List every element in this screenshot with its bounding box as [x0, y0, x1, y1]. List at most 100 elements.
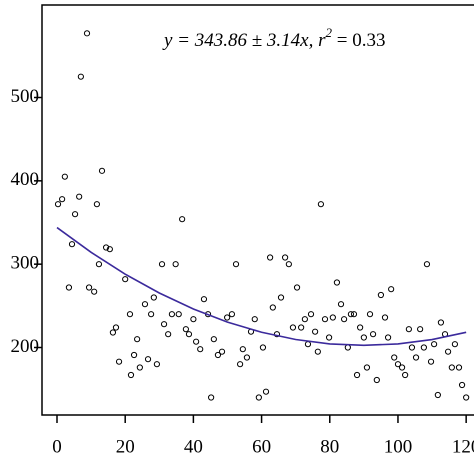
point — [208, 394, 215, 401]
y-tick-label: 400 — [11, 169, 40, 190]
point — [333, 279, 341, 286]
point — [262, 388, 270, 395]
point — [347, 311, 355, 318]
point — [175, 311, 182, 318]
point — [384, 334, 392, 341]
point — [448, 364, 455, 371]
fit-line — [56, 226, 467, 347]
point — [148, 311, 155, 318]
point — [158, 261, 166, 268]
point — [144, 356, 152, 363]
point — [293, 284, 301, 291]
point — [282, 254, 289, 261]
point — [106, 246, 113, 253]
point — [337, 301, 345, 308]
point — [210, 336, 217, 343]
point — [232, 261, 240, 268]
point — [391, 354, 398, 361]
point — [136, 364, 143, 371]
point — [366, 311, 374, 318]
point — [329, 314, 336, 321]
point — [458, 381, 466, 389]
x-tick-label: 60 — [252, 436, 271, 457]
plot-frame — [41, 4, 474, 416]
point — [251, 316, 258, 323]
point — [193, 338, 200, 345]
point — [168, 311, 176, 318]
x-tick-label: 20 — [116, 436, 135, 457]
point — [228, 311, 236, 318]
point — [126, 311, 134, 318]
point — [243, 354, 251, 361]
point — [388, 286, 395, 293]
point — [360, 334, 367, 341]
point — [312, 328, 319, 335]
point — [91, 288, 98, 295]
annotation: y = 343.86 ± 3.14x, r2 = 0.33 — [162, 25, 385, 51]
point — [109, 329, 117, 336]
point — [115, 358, 123, 365]
point — [325, 334, 333, 341]
point — [98, 167, 106, 174]
point — [236, 361, 244, 368]
annotation-text: y = 343.86 ± 3.14x, r — [162, 30, 326, 51]
point — [408, 344, 416, 351]
point — [321, 316, 329, 323]
point — [224, 314, 231, 321]
point — [463, 394, 470, 401]
point — [218, 348, 226, 355]
point — [269, 304, 276, 311]
y-tick-label: 300 — [11, 253, 40, 274]
point — [423, 261, 431, 268]
point — [95, 261, 103, 268]
x-tick-label: 0 — [52, 436, 62, 457]
point — [150, 294, 157, 301]
point — [381, 314, 389, 321]
point — [127, 371, 135, 379]
x-tick-label: 100 — [384, 436, 413, 457]
point — [350, 311, 358, 318]
point — [398, 364, 406, 371]
point — [153, 361, 161, 368]
point — [103, 244, 110, 251]
point — [141, 301, 149, 308]
annotation-tail: = 0.33 — [332, 30, 385, 51]
point — [179, 216, 186, 223]
point — [405, 326, 412, 333]
point — [190, 316, 197, 323]
point — [255, 394, 262, 401]
point — [434, 391, 441, 399]
point — [93, 201, 100, 208]
point — [417, 326, 424, 333]
point — [54, 201, 62, 208]
point — [437, 319, 445, 326]
point — [431, 341, 438, 348]
point — [185, 331, 193, 338]
point — [160, 321, 168, 328]
point — [112, 324, 120, 331]
point — [172, 261, 179, 268]
point — [214, 351, 222, 359]
point — [85, 284, 93, 291]
point — [301, 316, 308, 323]
point — [344, 344, 351, 351]
point — [134, 336, 141, 343]
y-tick-label: 200 — [11, 336, 40, 357]
point — [71, 211, 79, 218]
point — [444, 348, 452, 355]
point — [267, 254, 274, 261]
point — [340, 316, 348, 323]
point — [61, 173, 68, 180]
point — [277, 294, 285, 301]
point — [420, 344, 427, 351]
point — [239, 346, 246, 353]
point — [130, 351, 138, 359]
point — [402, 371, 409, 379]
annotation-exponent: 2 — [326, 25, 333, 40]
point — [182, 326, 189, 333]
point — [304, 341, 312, 348]
point — [314, 348, 321, 355]
point — [77, 73, 84, 80]
